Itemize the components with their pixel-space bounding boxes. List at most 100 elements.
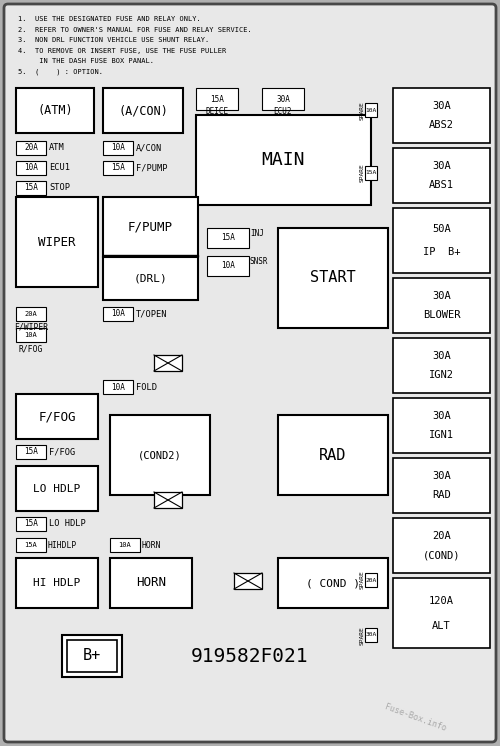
Bar xyxy=(103,380,133,394)
Bar xyxy=(234,573,262,589)
Bar xyxy=(365,166,377,180)
Text: 50A: 50A xyxy=(432,225,451,234)
Bar xyxy=(16,517,46,531)
Text: 30A: 30A xyxy=(276,95,290,104)
Text: 30A: 30A xyxy=(432,291,451,301)
Bar xyxy=(67,640,117,672)
Text: 30A: 30A xyxy=(432,351,451,361)
Text: (A/CON): (A/CON) xyxy=(118,104,168,117)
Bar xyxy=(103,307,133,321)
Text: 10A: 10A xyxy=(366,107,376,113)
Text: (COND2): (COND2) xyxy=(138,450,182,460)
Bar xyxy=(393,88,490,143)
Bar xyxy=(103,88,183,133)
Bar xyxy=(103,257,198,300)
Text: 15A: 15A xyxy=(24,448,38,457)
Text: 15A: 15A xyxy=(111,163,125,172)
Text: SPARE: SPARE xyxy=(360,163,364,182)
Text: 10A: 10A xyxy=(111,310,125,319)
Text: 5.  (    ) : OPTION.: 5. ( ) : OPTION. xyxy=(18,69,103,75)
Bar xyxy=(207,228,249,248)
Text: Fuse-Box.info: Fuse-Box.info xyxy=(383,703,447,733)
Bar xyxy=(393,578,490,648)
Bar xyxy=(103,161,133,175)
Bar xyxy=(393,518,490,573)
Text: IGN2: IGN2 xyxy=(429,371,454,380)
Text: 120A: 120A xyxy=(429,596,454,606)
Text: SPARE: SPARE xyxy=(360,101,364,120)
Text: 15A: 15A xyxy=(210,95,224,104)
Bar xyxy=(365,573,377,587)
Text: WIPER: WIPER xyxy=(38,236,76,248)
Bar xyxy=(110,415,210,495)
Bar xyxy=(16,181,46,195)
Text: 10A: 10A xyxy=(24,332,38,338)
Bar xyxy=(16,161,46,175)
Bar xyxy=(196,88,238,110)
Text: IN THE DASH FUSE BOX PANAL.: IN THE DASH FUSE BOX PANAL. xyxy=(18,58,154,64)
Text: R/FOG: R/FOG xyxy=(19,344,43,353)
Text: STOP: STOP xyxy=(49,184,70,192)
Text: LO HDLP: LO HDLP xyxy=(34,483,80,494)
Text: 20A: 20A xyxy=(24,311,38,317)
Bar xyxy=(278,228,388,328)
Bar xyxy=(103,141,133,155)
Text: 10A: 10A xyxy=(24,163,38,172)
Text: 3.  NON DRL FUNCTION VEHICLE USE SHUNT RELAY.: 3. NON DRL FUNCTION VEHICLE USE SHUNT RE… xyxy=(18,37,209,43)
Bar xyxy=(16,466,98,511)
Bar xyxy=(110,538,140,552)
Text: T/OPEN: T/OPEN xyxy=(136,310,168,319)
Bar xyxy=(16,558,98,608)
Text: 30A: 30A xyxy=(432,471,451,481)
Text: ALT: ALT xyxy=(432,621,451,630)
Text: HIHDLP: HIHDLP xyxy=(47,541,76,550)
Text: 10A: 10A xyxy=(111,383,125,392)
Text: 15A: 15A xyxy=(221,233,235,242)
Bar xyxy=(365,103,377,117)
Bar xyxy=(103,197,198,257)
Text: 15A: 15A xyxy=(366,171,376,175)
Text: ABS1: ABS1 xyxy=(429,181,454,190)
Text: MAIN: MAIN xyxy=(262,151,305,169)
Text: 10A: 10A xyxy=(221,262,235,271)
Text: RAD: RAD xyxy=(320,448,346,463)
Bar xyxy=(154,492,182,508)
Text: IP  B+: IP B+ xyxy=(423,247,460,257)
Bar xyxy=(196,115,371,205)
Text: 15A: 15A xyxy=(24,519,38,528)
Bar xyxy=(393,338,490,393)
Text: START: START xyxy=(310,271,356,286)
Text: F/FOG: F/FOG xyxy=(38,410,76,423)
Text: 20A: 20A xyxy=(366,577,376,583)
Text: 20A: 20A xyxy=(432,531,451,541)
Text: B+: B+ xyxy=(83,648,101,663)
Text: ABS2: ABS2 xyxy=(429,120,454,131)
Bar xyxy=(16,394,98,439)
Bar xyxy=(393,278,490,333)
Bar xyxy=(393,398,490,453)
Text: INJ: INJ xyxy=(250,228,264,237)
Text: 1.  USE THE DESIGNATED FUSE AND RELAY ONLY.: 1. USE THE DESIGNATED FUSE AND RELAY ONL… xyxy=(18,16,201,22)
Bar xyxy=(154,355,182,371)
Text: SNSR: SNSR xyxy=(250,257,268,266)
Text: F/PUMP: F/PUMP xyxy=(128,221,173,233)
Text: HORN: HORN xyxy=(136,577,166,589)
Text: 15A: 15A xyxy=(24,184,38,192)
Text: LO HDLP: LO HDLP xyxy=(49,519,86,528)
Text: BLOWER: BLOWER xyxy=(423,310,460,320)
Bar xyxy=(16,445,46,459)
Bar xyxy=(62,635,122,677)
Bar xyxy=(365,628,377,642)
Bar xyxy=(16,328,46,342)
Text: ECU1: ECU1 xyxy=(49,163,70,172)
Text: SPARE: SPARE xyxy=(360,626,364,645)
Text: 30A: 30A xyxy=(432,411,451,421)
Bar xyxy=(16,88,94,133)
Bar xyxy=(16,197,98,287)
Text: 30A: 30A xyxy=(432,101,451,111)
Text: (COND): (COND) xyxy=(423,551,460,560)
Bar xyxy=(278,415,388,495)
Text: 30A: 30A xyxy=(366,633,376,638)
Bar xyxy=(103,255,198,256)
Text: ATM: ATM xyxy=(49,143,65,152)
